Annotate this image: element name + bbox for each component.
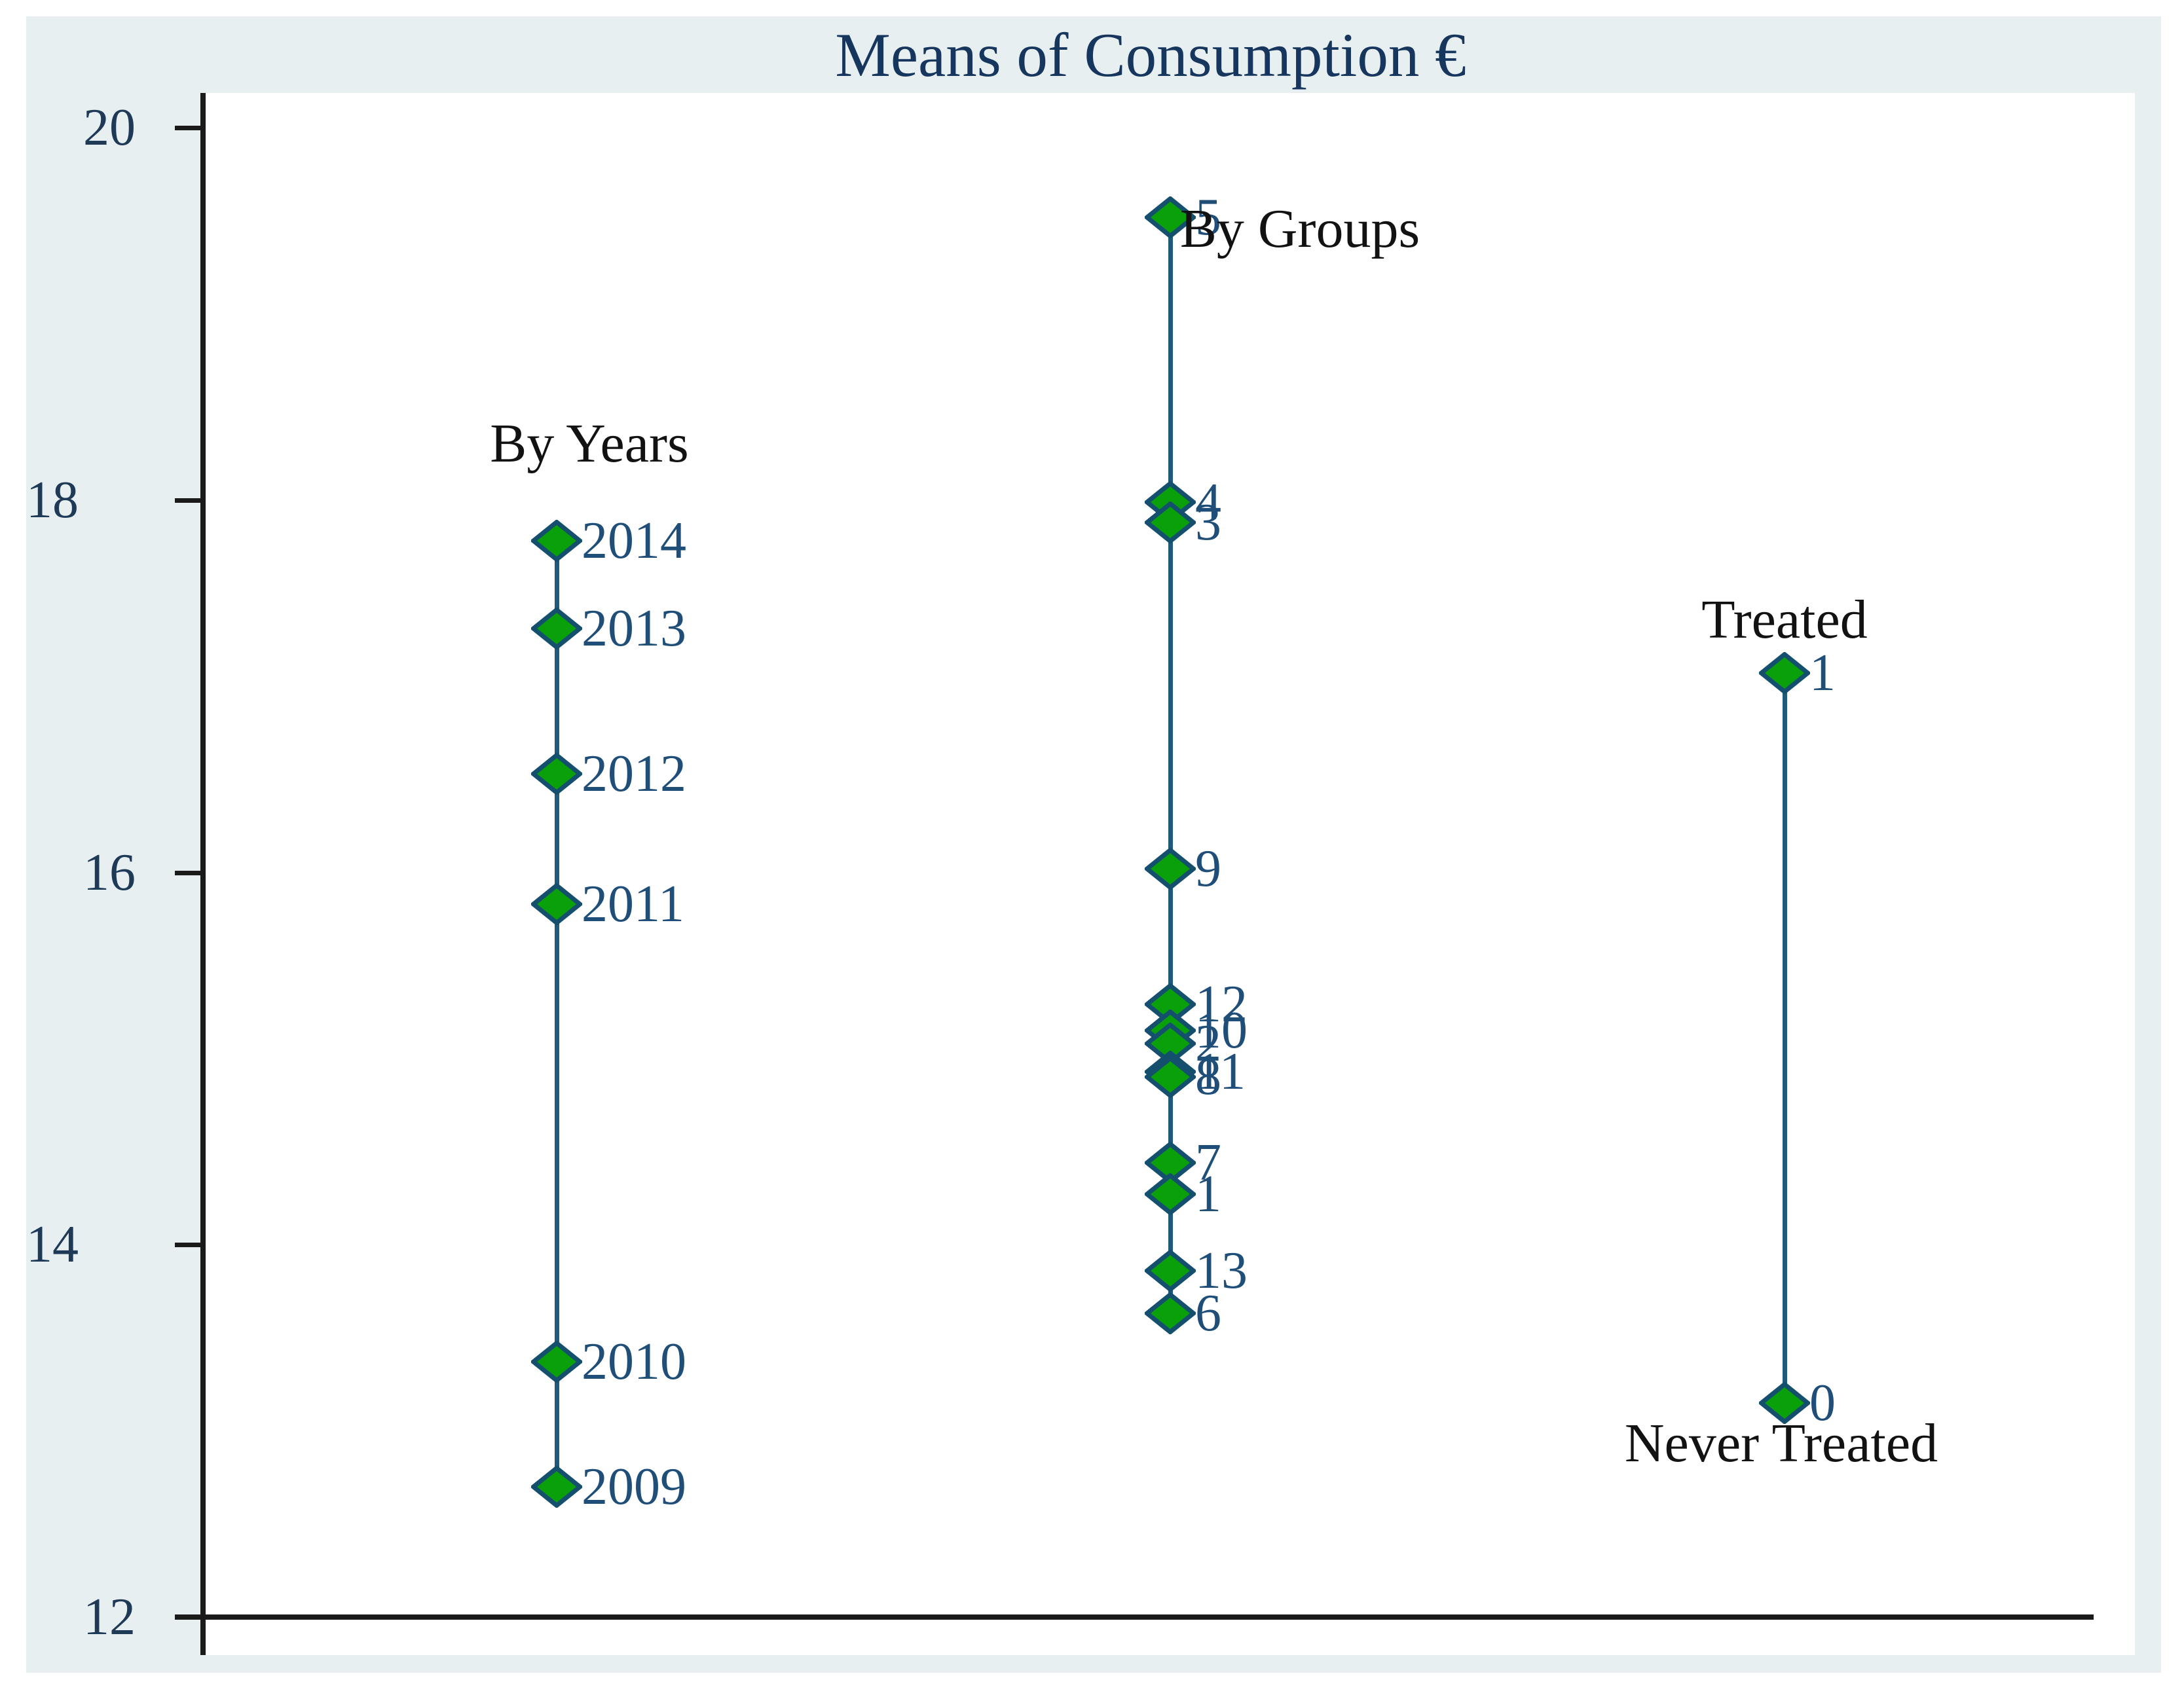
series-label-by-years: By Years [490,413,689,474]
y-tick-label: 12 [83,1588,136,1646]
data-point-label: 12 [1195,975,1248,1034]
data-point-label: 4 [1195,473,1221,531]
data-point-marker [1143,195,1198,239]
diamond-marker-icon [1143,847,1198,890]
y-axis-line [200,93,206,1655]
data-point-marker [1757,1381,1812,1425]
diamond-marker-icon [529,752,584,795]
data-point-marker [1143,1055,1198,1099]
y-tick-label: 18 [26,471,79,529]
data-point-label: 8 [1195,1048,1221,1106]
diamond-marker-icon [1143,500,1198,544]
data-point-marker [529,882,584,926]
y-tick-mark [175,1243,203,1248]
data-point-label: 2009 [582,1457,686,1516]
data-point-label: 5 [1195,188,1221,246]
data-point-marker [1143,847,1198,890]
series-range-line [1168,217,1173,1314]
diamond-marker-icon [1143,1173,1198,1216]
diamond-marker-icon [1757,651,1812,695]
data-point-marker [1143,1249,1198,1293]
data-point-marker [529,752,584,795]
data-point-marker [1143,500,1198,544]
data-point-marker [529,606,584,650]
data-point-label: 2014 [582,512,686,570]
chart-title: Means of Consumption € [835,20,1466,90]
series-label-never-treated: Never Treated [1624,1413,1938,1474]
data-point-label: 11 [1195,1042,1246,1101]
diamond-marker-icon [529,606,584,650]
data-point-label: 9 [1195,839,1221,898]
data-point-marker [1143,1292,1198,1336]
data-point-label: 3 [1195,493,1221,551]
diamond-marker-icon [1143,1292,1198,1336]
data-point-label: 2011 [582,875,685,933]
series-label-by-groups: By Groups [1179,198,1420,259]
y-tick-label: 14 [26,1216,79,1274]
data-point-marker [529,1340,584,1384]
diamond-marker-icon [529,519,584,563]
data-point-label: 2012 [582,744,686,803]
data-point-label: 1 [1195,1165,1221,1224]
y-tick-label: 20 [83,99,136,156]
data-point-label: 10 [1195,1002,1248,1060]
data-point-marker [1143,1173,1198,1216]
diamond-marker-icon [1757,1381,1812,1425]
series-range-line [554,541,559,1487]
diamond-marker-icon [1143,195,1198,239]
data-point-label: 2 [1195,1015,1221,1073]
data-point-label: 2013 [582,599,686,657]
series-label-treated: Treated [1701,589,1868,650]
data-point-label: 7 [1195,1134,1221,1192]
series-range-line [1782,673,1787,1403]
diamond-marker-icon [1143,1249,1198,1293]
data-point-marker [529,1465,584,1508]
y-tick-mark [175,126,203,130]
y-tick-label: 16 [83,843,136,902]
diamond-marker-icon [529,1340,584,1384]
diamond-marker-icon [529,882,584,926]
data-point-label: 13 [1195,1242,1248,1300]
data-point-label: 2010 [582,1333,686,1391]
data-point-marker [1757,651,1812,695]
y-tick-mark [175,498,203,503]
data-point-marker [529,519,584,563]
y-tick-mark [175,870,203,875]
data-point-label: 0 [1809,1374,1836,1432]
diamond-marker-icon [529,1465,584,1508]
data-point-label: 1 [1809,644,1836,702]
diamond-marker-icon [1143,1055,1198,1099]
x-axis-line [175,1614,2094,1620]
data-point-label: 6 [1195,1285,1221,1343]
